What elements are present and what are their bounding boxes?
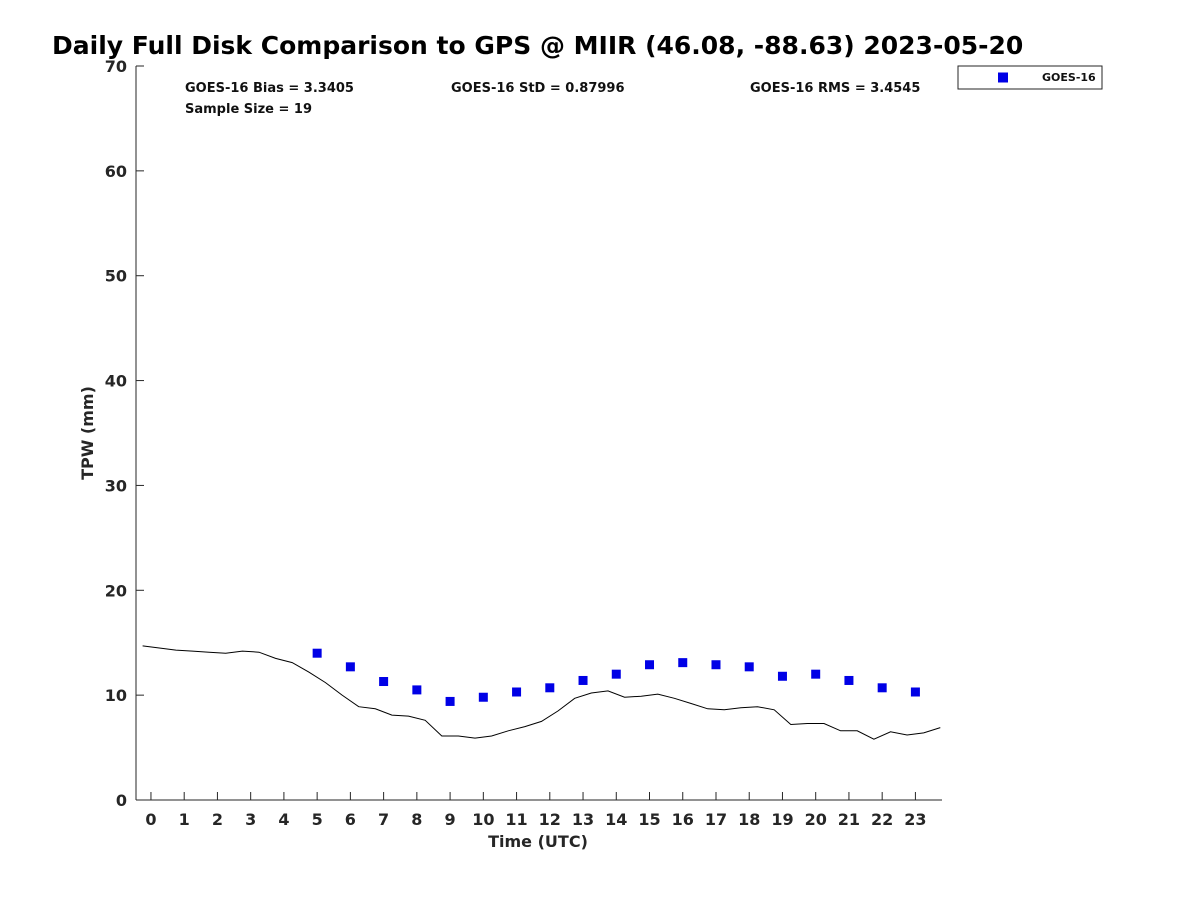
sample-size-stat: Sample Size = 19 <box>185 102 312 117</box>
x-tick-label: 0 <box>145 810 156 829</box>
data-point <box>345 662 355 672</box>
rms-stat: GOES-16 RMS = 3.4545 <box>750 81 920 96</box>
x-tick-label: 2 <box>212 810 223 829</box>
data-point <box>545 683 555 693</box>
data-point <box>645 660 655 670</box>
data-point <box>445 696 455 706</box>
y-tick-label: 60 <box>105 162 127 181</box>
x-tick-label: 9 <box>445 810 456 829</box>
legend: GOES-16 <box>957 65 1103 90</box>
data-point <box>711 660 721 670</box>
x-tick-label: 17 <box>705 810 727 829</box>
x-tick-label: 4 <box>278 810 289 829</box>
data-point <box>312 648 322 658</box>
x-tick-label: 1 <box>179 810 190 829</box>
x-tick-label: 22 <box>871 810 893 829</box>
x-tick-label: 23 <box>904 810 926 829</box>
legend-marker <box>998 72 1008 83</box>
data-point <box>811 669 821 679</box>
x-tick-label: 16 <box>672 810 694 829</box>
x-tick-label: 8 <box>411 810 422 829</box>
x-tick-label: 12 <box>539 810 561 829</box>
data-point <box>578 675 588 685</box>
x-tick-label: 19 <box>771 810 793 829</box>
data-point <box>844 675 854 685</box>
y-axis-ticks: 0 10 20 30 40 50 60 70 <box>105 57 144 810</box>
x-axis-label: Time (UTC) <box>488 832 588 851</box>
y-tick-label: 0 <box>116 791 127 810</box>
chart-title: Daily Full Disk Comparison to GPS @ MIIR… <box>52 31 1023 60</box>
x-tick-label: 5 <box>312 810 323 829</box>
x-tick-label: 13 <box>572 810 594 829</box>
data-point <box>478 692 488 702</box>
y-tick-label: 30 <box>105 476 127 495</box>
data-point <box>678 658 688 668</box>
x-tick-label: 14 <box>605 810 627 829</box>
legend-box <box>957 65 1103 90</box>
x-tick-label: 15 <box>638 810 660 829</box>
std-stat: GOES-16 StD = 0.87996 <box>451 81 625 96</box>
x-tick-label: 11 <box>505 810 527 829</box>
y-tick-label: 50 <box>105 267 127 286</box>
y-tick-label: 20 <box>105 581 127 600</box>
y-tick-label: 70 <box>105 57 127 76</box>
data-point <box>379 677 389 687</box>
series-line <box>142 645 941 740</box>
data-point <box>512 687 522 697</box>
data-point <box>777 671 787 681</box>
x-tick-label: 21 <box>838 810 860 829</box>
data-point <box>412 685 422 695</box>
x-tick-label: 20 <box>805 810 827 829</box>
y-tick-label: 40 <box>105 372 127 391</box>
series-layer <box>142 645 941 740</box>
stats-annotations: GOES-16 Bias = 3.3405 GOES-16 StD = 0.87… <box>185 81 920 117</box>
data-point <box>910 687 920 697</box>
data-point <box>744 662 754 672</box>
x-tick-label: 6 <box>345 810 356 829</box>
legend-label: GOES-16 <box>1042 71 1096 84</box>
x-axis-ticks: 0 1 2 3 4 5 6 7 8 9 10 11 12 13 14 15 16 17 18 19 20 21 22 23 <box>145 792 927 829</box>
y-axis-label: TPW (mm) <box>78 386 97 480</box>
x-tick-label: 18 <box>738 810 760 829</box>
x-tick-label: 3 <box>245 810 256 829</box>
x-tick-label: 10 <box>472 810 494 829</box>
data-point <box>877 683 887 693</box>
data-point <box>611 669 621 679</box>
bias-stat: GOES-16 Bias = 3.3405 <box>185 81 354 96</box>
y-tick-label: 10 <box>105 686 127 705</box>
x-tick-label: 7 <box>378 810 389 829</box>
